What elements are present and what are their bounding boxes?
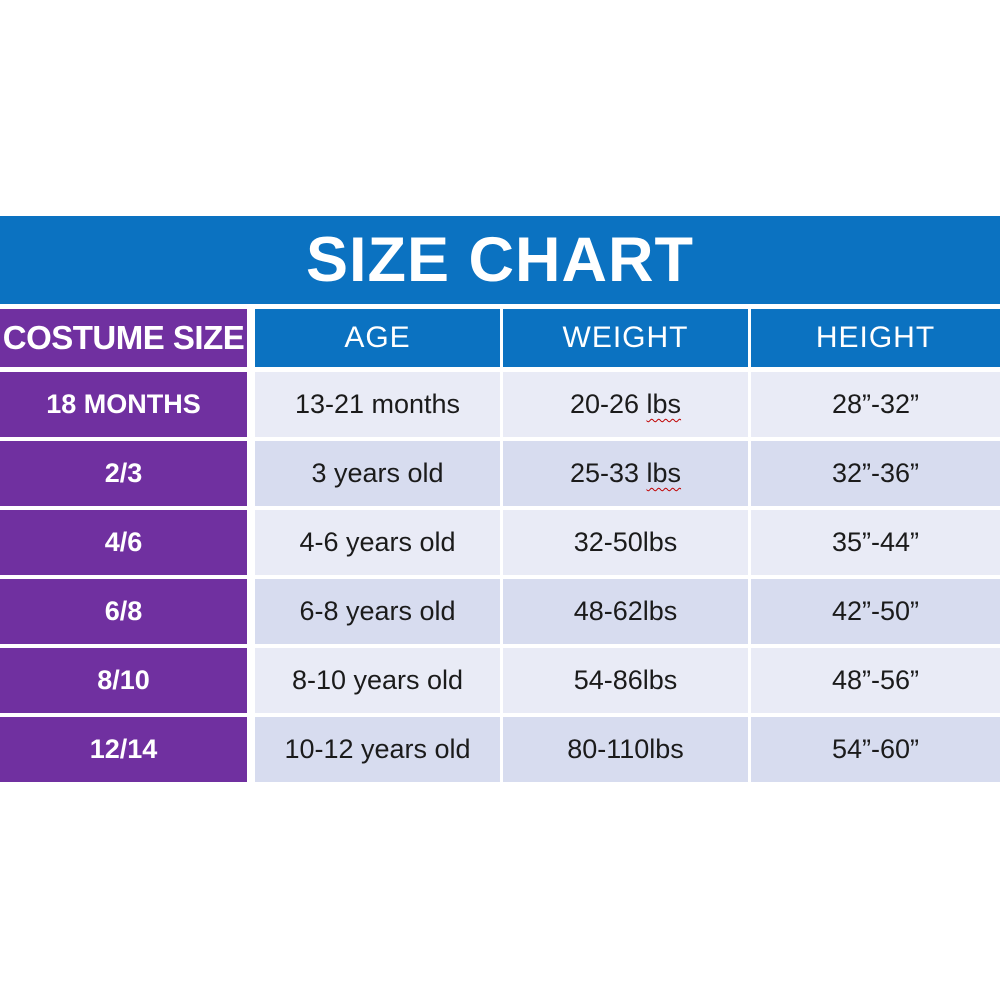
table-row: 12/14 10-12 years old 80-110lbs 54”-60” — [0, 717, 1000, 782]
weight-value: 20-26 — [569, 389, 640, 419]
header-costume-size: COSTUME SIZE — [0, 309, 247, 367]
weight-cell: 25-33 lbs — [503, 441, 748, 506]
table-row: 2/3 3 years old 25-33 lbs 32”-36” — [0, 441, 1000, 506]
height-cell: 54”-60” — [751, 717, 1000, 782]
header-weight: WEIGHT — [503, 309, 748, 367]
size-cell: 2/3 — [0, 441, 247, 506]
weight-cell: 20-26 lbs — [503, 372, 748, 437]
height-cell: 42”-50” — [751, 579, 1000, 644]
header-age: AGE — [255, 309, 500, 367]
weight-cell: 48-62lbs — [503, 579, 748, 644]
table-row: 8/10 8-10 years old 54-86lbs 48”-56” — [0, 648, 1000, 713]
size-cell: 8/10 — [0, 648, 247, 713]
table-row: 4/6 4-6 years old 32-50lbs 35”-44” — [0, 510, 1000, 575]
table-row: 6/8 6-8 years old 48-62lbs 42”-50” — [0, 579, 1000, 644]
age-cell: 10-12 years old — [255, 717, 500, 782]
height-cell: 48”-56” — [751, 648, 1000, 713]
page-title: SIZE CHART — [306, 225, 694, 295]
weight-unit: lbs — [646, 458, 682, 488]
age-cell: 4-6 years old — [255, 510, 500, 575]
height-cell: 32”-36” — [751, 441, 1000, 506]
age-cell: 6-8 years old — [255, 579, 500, 644]
size-chart-table: COSTUME SIZE AGE WEIGHT HEIGHT 18 MONTHS… — [0, 309, 1000, 786]
size-cell: 4/6 — [0, 510, 247, 575]
weight-value: 25-33 — [569, 458, 640, 488]
header-height: HEIGHT — [751, 309, 1000, 367]
weight-cell: 32-50lbs — [503, 510, 748, 575]
table-row: 18 MONTHS 13-21 months 20-26 lbs 28”-32” — [0, 372, 1000, 437]
title-band: SIZE CHART — [0, 216, 1000, 304]
height-cell: 35”-44” — [751, 510, 1000, 575]
age-cell: 13-21 months — [255, 372, 500, 437]
size-cell: 6/8 — [0, 579, 247, 644]
size-cell: 18 MONTHS — [0, 372, 247, 437]
height-cell: 28”-32” — [751, 372, 1000, 437]
weight-unit: lbs — [646, 389, 682, 419]
weight-cell: 54-86lbs — [503, 648, 748, 713]
table-header-row: COSTUME SIZE AGE WEIGHT HEIGHT — [0, 309, 1000, 367]
age-cell: 3 years old — [255, 441, 500, 506]
age-cell: 8-10 years old — [255, 648, 500, 713]
weight-cell: 80-110lbs — [503, 717, 748, 782]
size-cell: 12/14 — [0, 717, 247, 782]
